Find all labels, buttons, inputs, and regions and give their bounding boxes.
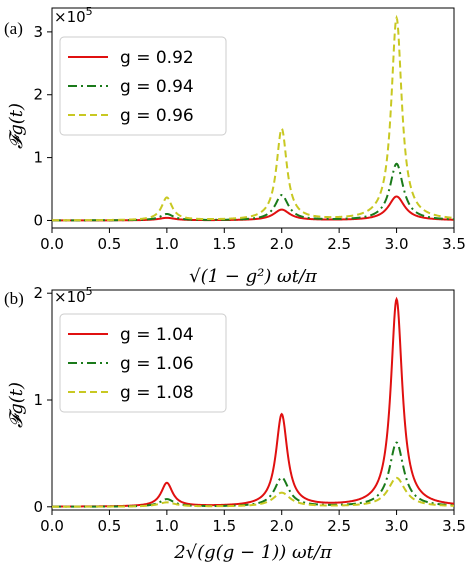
panel-b-legend-box <box>59 313 227 413</box>
legend-label: g = 1.04 <box>120 325 194 345</box>
legend-label: g = 1.08 <box>120 383 194 403</box>
panel-a-legend: g = 0.92 g = 0.94 g = 0.96 <box>59 36 227 136</box>
panel-a-x-axis-label: √(1 − g²) ωt/π <box>189 266 318 287</box>
panel-a-legend-box <box>59 36 227 136</box>
y-tick-label: 2 <box>33 86 43 104</box>
x-tick-label: 1.0 <box>155 235 179 253</box>
y-tick-label: 2 <box>33 284 43 302</box>
series-line-2 <box>52 441 455 508</box>
panel-b-x-ticks: 0.0 0.5 1.0 1.5 2.0 2.5 3.0 3.5 <box>40 510 466 535</box>
y-tick-label: 0 <box>33 211 43 229</box>
panel-b-series <box>51 296 455 508</box>
x-tick-label: 1.5 <box>212 517 236 535</box>
svg-text:𝓕g(t): 𝓕g(t) <box>6 103 27 149</box>
x-tick-label: 3.0 <box>385 517 409 535</box>
panel-b-y-axis-label: 𝓕g(t) <box>6 382 27 428</box>
x-tick-label: 2.5 <box>327 517 351 535</box>
panel-b: (b) 0.0 0.5 1.0 1.5 2.0 2.5 3.0 3.5 0 1 2 ×105 𝓕g… <box>4 284 466 563</box>
series-line-2 <box>52 162 455 222</box>
y-tick-label: 1 <box>33 391 43 409</box>
panel-b-x-axis-label: 2√(g(g − 1)) ωt/π <box>173 542 333 563</box>
panel-a-label: (a) <box>4 19 23 38</box>
panel-a-multiplier: ×105 <box>54 5 93 26</box>
panel-a-series <box>52 14 455 222</box>
panel-b-legend: g = 1.04 g = 1.06 g = 1.08 <box>59 313 227 413</box>
x-tick-label: 1.5 <box>212 235 236 253</box>
x-tick-label: 0.0 <box>40 235 64 253</box>
y-tick-label: 3 <box>33 23 43 41</box>
x-tick-label: 3.0 <box>385 235 409 253</box>
panel-a: (a) 0.0 0.5 1.0 1.5 2.0 2.5 3.0 3.5 0 1 2 3 ×105 𝓕… <box>4 5 466 287</box>
panel-a-y-ticks: 0 1 2 3 <box>33 23 52 229</box>
y-tick-label: 0 <box>33 498 43 516</box>
x-tick-label: 3.5 <box>442 235 466 253</box>
legend-label: g = 1.06 <box>120 354 194 374</box>
series-line-3 <box>52 14 455 222</box>
panel-a-x-ticks: 0.0 0.5 1.0 1.5 2.0 2.5 3.0 3.5 <box>40 228 466 253</box>
panel-a-axes-frame <box>51 7 455 229</box>
x-tick-label: 0.5 <box>97 517 121 535</box>
series-line-3 <box>52 476 455 508</box>
legend-label: g = 0.96 <box>120 106 194 126</box>
series-line-1 <box>52 195 455 222</box>
x-tick-label: 0.0 <box>40 517 64 535</box>
svg-text:𝓕g(t): 𝓕g(t) <box>6 382 27 428</box>
panel-a-y-axis-label: 𝓕g(t) <box>6 103 27 149</box>
panel-b-multiplier: ×105 <box>54 285 93 306</box>
x-tick-label: 2.0 <box>270 235 294 253</box>
x-tick-label: 1.0 <box>155 517 179 535</box>
y-tick-label: 1 <box>33 149 43 167</box>
legend-label: g = 0.92 <box>120 48 194 68</box>
x-tick-label: 0.5 <box>97 235 121 253</box>
legend-label: g = 0.94 <box>120 77 194 97</box>
panel-b-label: (b) <box>4 289 24 308</box>
x-tick-label: 3.5 <box>442 517 466 535</box>
x-tick-label: 2.0 <box>270 517 294 535</box>
panel-b-y-ticks: 0 1 2 <box>33 284 52 516</box>
x-tick-label: 2.5 <box>327 235 351 253</box>
